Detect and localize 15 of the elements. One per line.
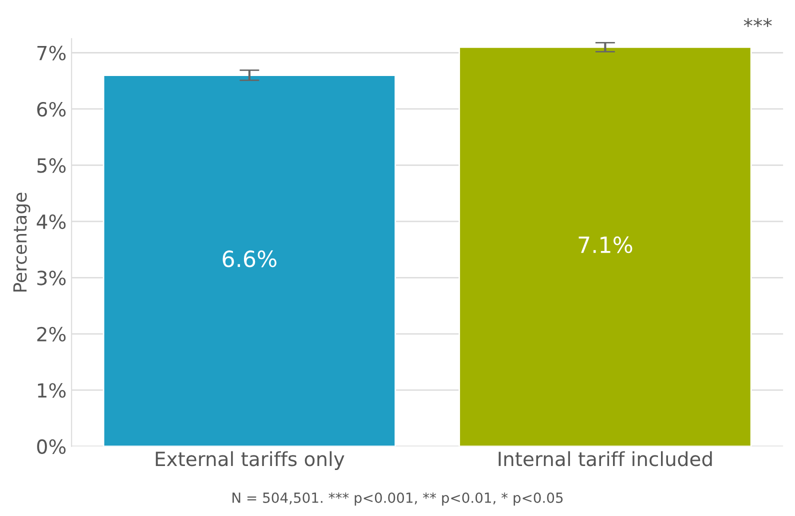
y-tick-label: 4% [36, 214, 66, 230]
data-label: 7.1% [578, 236, 632, 254]
y-tick-label: 0% [37, 439, 66, 454]
y-tick-label: 3% [37, 270, 66, 286]
text: *** [744, 18, 772, 28]
y-axis-title: Percentage [13, 192, 30, 292]
y-tick-label: 2% [37, 326, 66, 342]
y-tick-label: 1% [38, 383, 66, 398]
x-tick-label: Internal tariff included [498, 451, 712, 466]
text: N = 504,501. *** p<0.001, ** p<0.01, * p<0.05 [232, 492, 563, 506]
data-label: 6.6% [222, 250, 276, 268]
y-tick-label: 5% [37, 158, 66, 173]
y-tick-label: 7% [37, 46, 66, 60]
x-tick-label: External tariffs only [156, 451, 344, 470]
y-tick-label: 6% [37, 102, 66, 117]
